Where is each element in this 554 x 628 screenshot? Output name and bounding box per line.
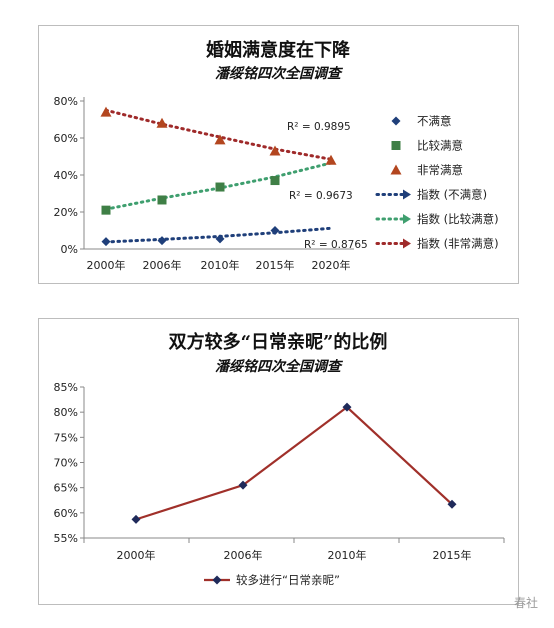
- chart2-subtitle: 潘绥铭四次全国调查: [215, 358, 344, 375]
- data-point-series-0: [215, 234, 225, 244]
- data-point: [131, 514, 141, 524]
- watermark-text: 春社: [513, 596, 538, 610]
- y-tick-label: 80%: [54, 95, 78, 108]
- chart-panel-satisfaction: 婚姻满意度在下降 潘绥铭四次全国调查 0% 20% 40% 60% 80% 2000年 20…: [38, 25, 519, 284]
- data-point-series-2: [100, 106, 112, 117]
- x-tick-label: 2020年: [312, 258, 351, 272]
- data-point: [238, 480, 248, 490]
- r-squared-label: R² = 0.8765: [304, 239, 368, 251]
- data-point-series-2: [269, 145, 281, 156]
- legend-label: 不满意: [417, 114, 452, 128]
- data-point-series-0: [157, 236, 167, 246]
- trendline-series-2: [104, 108, 333, 161]
- chart-panel-intimacy: 双方较多“日常亲昵”的比例 潘绥铭四次全国调查 55% 60% 65% 70% 75% 8…: [38, 318, 519, 605]
- data-point-series-0: [270, 226, 280, 235]
- data-point: [447, 499, 457, 509]
- legend-marker: [212, 575, 222, 585]
- legend-marker: [391, 116, 401, 126]
- y-tick-label: 70%: [54, 457, 78, 470]
- data-point-series-2: [156, 117, 168, 128]
- intimacy-chart-svg: 双方较多“日常亲昵”的比例 潘绥铭四次全国调查 55% 60% 65% 70% 75% 8…: [54, 331, 505, 587]
- chart1-title: 婚姻满意度在下降: [206, 39, 351, 61]
- y-tick-label: 65%: [54, 482, 78, 495]
- legend-label: 指数 (非常满意): [417, 237, 499, 251]
- y-tick-label: 55%: [54, 532, 78, 545]
- legend-label: 非常满意: [417, 163, 463, 177]
- r-squared-label: R² = 0.9673: [289, 190, 353, 202]
- legend-label: 较多进行“日常亲昵”: [236, 573, 340, 587]
- y-tick-label: 0%: [61, 243, 78, 256]
- x-tick-label: 2000年: [117, 548, 156, 562]
- x-tick-label: 2006年: [224, 548, 263, 562]
- chart1-subtitle: 潘绥铭四次全国调查: [215, 65, 344, 82]
- r-squared-label: R² = 0.9895: [287, 121, 351, 133]
- y-tick-label: 85%: [54, 381, 78, 394]
- data-point-series-1: [157, 195, 167, 205]
- satisfaction-chart-svg: 婚姻满意度在下降 潘绥铭四次全国调查 0% 20% 40% 60% 80% 2000年 20…: [54, 39, 499, 272]
- legend-label: 指数 (不满意): [417, 188, 487, 202]
- data-point-series-2: [325, 154, 337, 165]
- data-point: [342, 402, 352, 412]
- x-tick-label: 2000年: [87, 258, 126, 272]
- x-tick-label: 2015年: [256, 258, 295, 272]
- y-tick-label: 60%: [54, 132, 78, 145]
- legend-arrow-icon: [403, 214, 411, 224]
- legend-marker: [390, 164, 402, 175]
- y-tick-label: 80%: [54, 406, 78, 419]
- x-tick-label: 2010年: [328, 548, 367, 562]
- x-tick-label: 2010年: [201, 258, 240, 272]
- legend-marker: [391, 141, 401, 150]
- y-tick-label: 40%: [54, 169, 78, 182]
- data-point-series-0: [101, 237, 111, 247]
- data-point-series-2: [214, 134, 226, 145]
- x-tick-label: 2015年: [433, 548, 472, 562]
- data-point-series-1: [215, 182, 225, 192]
- series-line: [135, 405, 453, 521]
- y-tick-label: 20%: [54, 206, 78, 219]
- x-tick-label: 2006年: [143, 258, 182, 272]
- data-point-series-1: [270, 176, 280, 186]
- legend-arrow-icon: [403, 238, 411, 249]
- legend-label: 比较满意: [417, 139, 463, 153]
- legend-label: 指数 (比较满意): [417, 212, 499, 226]
- legend-arrow-icon: [403, 189, 411, 200]
- chart2-title: 双方较多“日常亲昵”的比例: [169, 331, 388, 353]
- y-tick-label: 75%: [54, 431, 78, 444]
- y-tick-label: 60%: [54, 507, 78, 520]
- data-point-series-1: [101, 205, 111, 215]
